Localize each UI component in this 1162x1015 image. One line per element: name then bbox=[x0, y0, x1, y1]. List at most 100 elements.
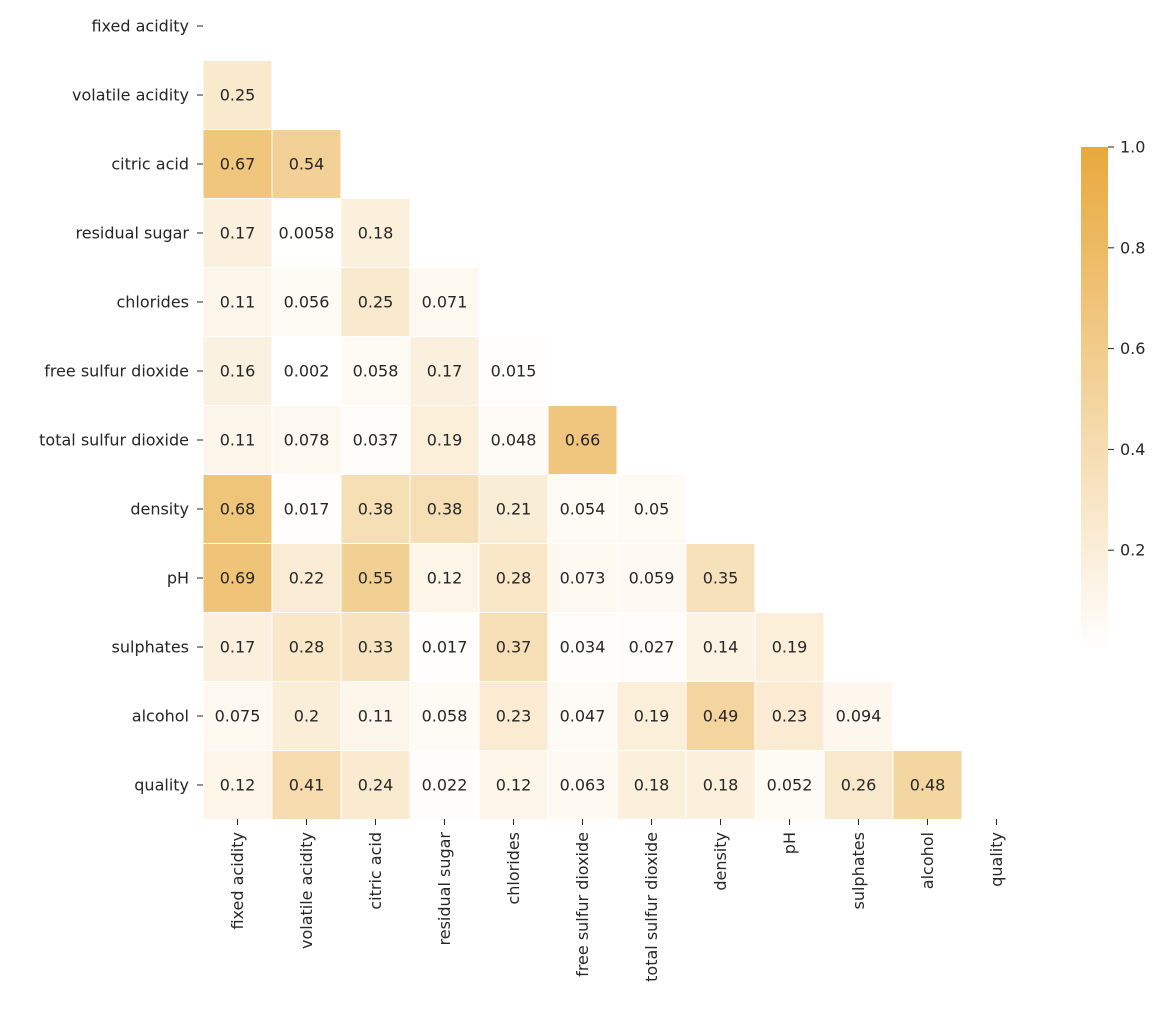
heatmap-cell bbox=[478, 336, 549, 406]
colorbar-tick-label: 0.6 bbox=[1120, 339, 1145, 358]
cell-value-label: 0.38 bbox=[427, 500, 463, 519]
cell-value-label: 0.48 bbox=[910, 776, 946, 795]
heatmap-cell bbox=[340, 543, 411, 613]
x-tick-label: residual sugar bbox=[435, 832, 454, 946]
cell-value-label: 0.12 bbox=[496, 776, 532, 795]
cell-value-label: 0.063 bbox=[560, 776, 606, 795]
heatmap-cell bbox=[340, 198, 411, 268]
heatmap-cell bbox=[202, 129, 273, 199]
heatmap-cell bbox=[271, 405, 342, 475]
y-tick-label: density bbox=[130, 500, 189, 519]
y-tick-label: free sulfur dioxide bbox=[44, 362, 189, 381]
cell-value-label: 0.11 bbox=[358, 707, 394, 726]
cell-value-label: 0.056 bbox=[284, 293, 330, 312]
cell-value-label: 0.0058 bbox=[279, 224, 335, 243]
cell-value-label: 0.058 bbox=[353, 362, 399, 381]
cell-value-label: 0.094 bbox=[836, 707, 882, 726]
heatmap-cell bbox=[409, 474, 480, 544]
cell-value-label: 0.17 bbox=[220, 224, 256, 243]
cell-value-label: 0.017 bbox=[422, 638, 468, 657]
y-tick-label: residual sugar bbox=[76, 224, 190, 243]
cell-value-label: 0.027 bbox=[629, 638, 675, 657]
heatmap-cell bbox=[547, 612, 618, 682]
heatmap-cell bbox=[478, 681, 549, 751]
cell-value-label: 0.16 bbox=[220, 362, 256, 381]
colorbar: 0.2 0.4 0.6 0.8 1.0 bbox=[1081, 138, 1145, 651]
cell-value-label: 0.002 bbox=[284, 362, 330, 381]
cell-value-label: 0.05 bbox=[634, 500, 670, 519]
cell-value-label: 0.12 bbox=[427, 569, 463, 588]
cell-value-label: 0.19 bbox=[427, 431, 463, 450]
colorbar-tick-label: 0.2 bbox=[1120, 541, 1145, 560]
heatmap-cell bbox=[547, 750, 618, 820]
cell-value-label: 0.071 bbox=[422, 293, 468, 312]
y-tick-label: pH bbox=[167, 569, 189, 588]
heatmap-cell bbox=[202, 750, 273, 820]
cell-value-label: 0.037 bbox=[353, 431, 399, 450]
cell-value-label: 0.26 bbox=[841, 776, 877, 795]
heatmap-cell bbox=[340, 405, 411, 475]
cell-value-label: 0.19 bbox=[772, 638, 808, 657]
x-tick-label: total sulfur dioxide bbox=[642, 832, 661, 982]
cell-value-label: 0.078 bbox=[284, 431, 330, 450]
cell-value-label: 0.69 bbox=[220, 569, 256, 588]
heatmap-cell bbox=[409, 612, 480, 682]
heatmap-cell bbox=[202, 474, 273, 544]
cell-value-label: 0.37 bbox=[496, 638, 532, 657]
colorbar-gradient bbox=[1081, 147, 1108, 651]
heatmap-cell bbox=[616, 612, 687, 682]
cell-value-label: 0.059 bbox=[629, 569, 675, 588]
heatmap-cell bbox=[271, 681, 342, 751]
x-tick-label: alcohol bbox=[918, 832, 937, 889]
heatmap-cell bbox=[823, 681, 894, 751]
cell-value-label: 0.022 bbox=[422, 776, 468, 795]
heatmap-cell bbox=[754, 681, 825, 751]
heatmap-cell bbox=[271, 612, 342, 682]
heatmap-cell bbox=[340, 681, 411, 751]
cell-value-label: 0.35 bbox=[703, 569, 739, 588]
heatmap-cell bbox=[616, 474, 687, 544]
cell-value-label: 0.38 bbox=[358, 500, 394, 519]
cell-value-label: 0.12 bbox=[220, 776, 256, 795]
heatmap-cells: 0.25 0.67 0.54 0.17 0.0058 0.18 0.11 0.056 0.25 0… bbox=[202, 60, 963, 820]
heatmap-cell bbox=[409, 405, 480, 475]
cell-value-label: 0.18 bbox=[703, 776, 739, 795]
cell-value-label: 0.67 bbox=[220, 155, 256, 174]
cell-value-label: 0.66 bbox=[565, 431, 601, 450]
cell-value-label: 0.075 bbox=[215, 707, 261, 726]
cell-value-label: 0.68 bbox=[220, 500, 256, 519]
heatmap-cell bbox=[685, 681, 756, 751]
heatmap-cell bbox=[202, 198, 273, 268]
cell-value-label: 0.33 bbox=[358, 638, 394, 657]
cell-value-label: 0.017 bbox=[284, 500, 330, 519]
colorbar-tick-label: 1.0 bbox=[1120, 138, 1145, 157]
cell-value-label: 0.052 bbox=[767, 776, 813, 795]
cell-value-label: 0.2 bbox=[294, 707, 319, 726]
heatmap-cell bbox=[409, 750, 480, 820]
cell-value-label: 0.28 bbox=[289, 638, 325, 657]
cell-value-label: 0.25 bbox=[220, 86, 256, 105]
cell-value-label: 0.22 bbox=[289, 569, 325, 588]
heatmap-cell bbox=[409, 267, 480, 337]
y-tick-label: volatile acidity bbox=[72, 86, 189, 105]
cell-value-label: 0.55 bbox=[358, 569, 394, 588]
cell-value-label: 0.23 bbox=[496, 707, 532, 726]
cell-value-label: 0.18 bbox=[634, 776, 670, 795]
colorbar-tick-label: 0.8 bbox=[1120, 238, 1145, 257]
cell-value-label: 0.23 bbox=[772, 707, 808, 726]
cell-value-label: 0.17 bbox=[220, 638, 256, 657]
y-tick-label: citric acid bbox=[111, 155, 189, 174]
heatmap-cell bbox=[754, 750, 825, 820]
y-tick-label: quality bbox=[134, 776, 189, 795]
heatmap-cell bbox=[202, 543, 273, 613]
heatmap-cell bbox=[202, 60, 273, 130]
cell-value-label: 0.073 bbox=[560, 569, 606, 588]
cell-value-label: 0.41 bbox=[289, 776, 325, 795]
y-tick-label: sulphates bbox=[112, 638, 189, 657]
x-tick-label: citric acid bbox=[366, 832, 385, 910]
heatmap-cell bbox=[685, 543, 756, 613]
heatmap-cell bbox=[202, 681, 273, 751]
x-tick-label: sulphates bbox=[849, 832, 868, 909]
heatmap-cell bbox=[271, 336, 342, 406]
